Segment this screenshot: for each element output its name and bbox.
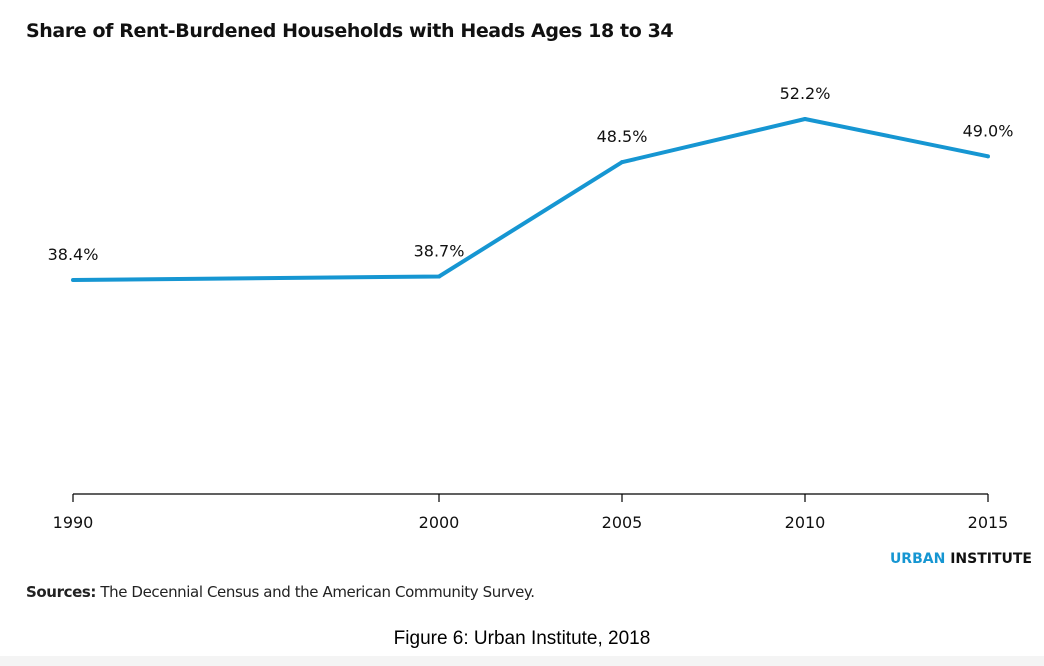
sources-text: The Decennial Census and the American Co… <box>100 583 535 601</box>
data-point <box>803 117 807 121</box>
x-axis: 1990 2000 2005 2010 2015 <box>53 493 1009 532</box>
bottom-divider <box>0 656 1044 666</box>
data-labels: 38.4% 38.7% 48.5% 52.2% 49.0% <box>48 84 1014 264</box>
data-point <box>986 154 990 159</box>
series-layer <box>71 117 990 282</box>
figure-caption: Figure 6: Urban Institute, 2018 <box>393 628 651 649</box>
urban-institute-logo: URBAN INSTITUTE <box>890 551 1032 567</box>
data-point <box>71 278 75 282</box>
sources-label: Sources: <box>26 583 96 601</box>
x-tick-label: 1990 <box>53 513 94 532</box>
line-chart: 1990 2000 2005 2010 2015 38.4% 38.7% 48.5% 52.2… <box>48 84 1014 532</box>
data-point <box>437 274 441 279</box>
x-tick-label: 2010 <box>785 513 826 532</box>
x-tick-label: 2005 <box>602 513 643 532</box>
series-line <box>72 117 989 282</box>
data-label: 49.0% <box>963 121 1014 140</box>
brand-institute: INSTITUTE <box>950 551 1032 567</box>
data-label: 52.2% <box>780 84 831 103</box>
x-tick-label: 2000 <box>419 513 460 532</box>
sources-note: Sources: The Decennial Census and the Am… <box>26 583 535 601</box>
chart-title: Share of Rent-Burdened Households with H… <box>26 20 674 42</box>
x-tick-label: 2015 <box>968 513 1009 532</box>
data-point <box>620 160 624 165</box>
data-label: 38.7% <box>414 242 465 261</box>
brand-urban: URBAN <box>889 551 946 567</box>
data-label: 38.4% <box>48 245 99 264</box>
data-label: 48.5% <box>597 127 648 146</box>
